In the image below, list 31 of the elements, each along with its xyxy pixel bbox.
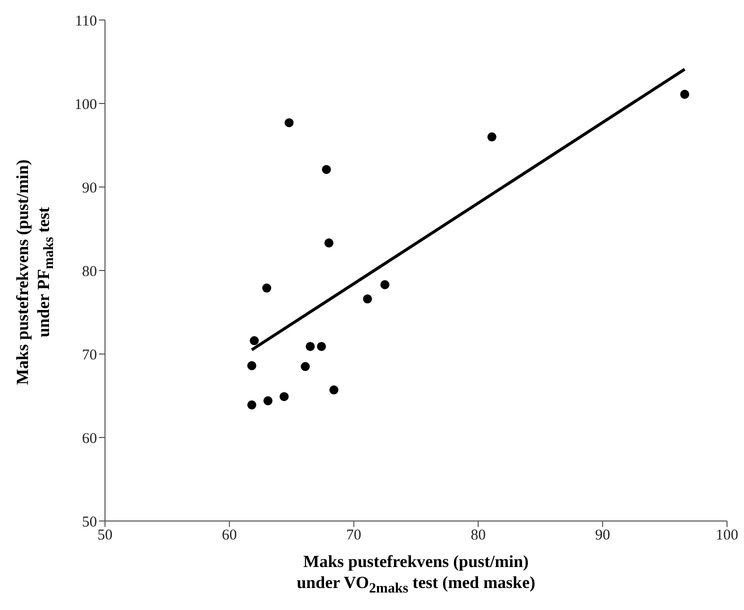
- point: [487, 132, 496, 142]
- y-tick-label: 60: [82, 430, 97, 447]
- point: [263, 396, 272, 406]
- x-tick-label: 100: [716, 528, 738, 544]
- point: [250, 336, 259, 346]
- x-axis-title: Maks pustefrekvens (pust/min) under VO$_{2maks}$ test (med maske): [296, 551, 536, 598]
- point: [306, 342, 315, 351]
- x-tick-label: 60: [222, 528, 237, 544]
- point: [316, 342, 326, 351]
- point: [380, 280, 390, 290]
- x-tick-label: 90: [595, 528, 610, 544]
- point: [362, 294, 372, 304]
- point: [280, 392, 289, 402]
- point: [247, 400, 256, 410]
- point: [247, 361, 256, 370]
- point: [329, 385, 338, 394]
- y-tick-label: 90: [82, 180, 97, 196]
- x-tick-label: 80: [470, 528, 486, 544]
- y-tick-label: 100: [74, 96, 97, 113]
- point: [324, 238, 334, 248]
- point: [262, 284, 272, 293]
- y-tick-label: 50: [82, 514, 97, 530]
- x-tick-label: 50: [98, 528, 112, 544]
- y-tick-label: 80: [82, 264, 97, 280]
- point: [322, 164, 331, 174]
- y-tick-label: 70: [82, 347, 97, 364]
- x-tick-label: 70: [346, 528, 362, 544]
- point: [284, 118, 294, 128]
- y-tick-label: 110: [75, 13, 97, 30]
- point: [300, 362, 310, 372]
- point: [680, 90, 690, 99]
